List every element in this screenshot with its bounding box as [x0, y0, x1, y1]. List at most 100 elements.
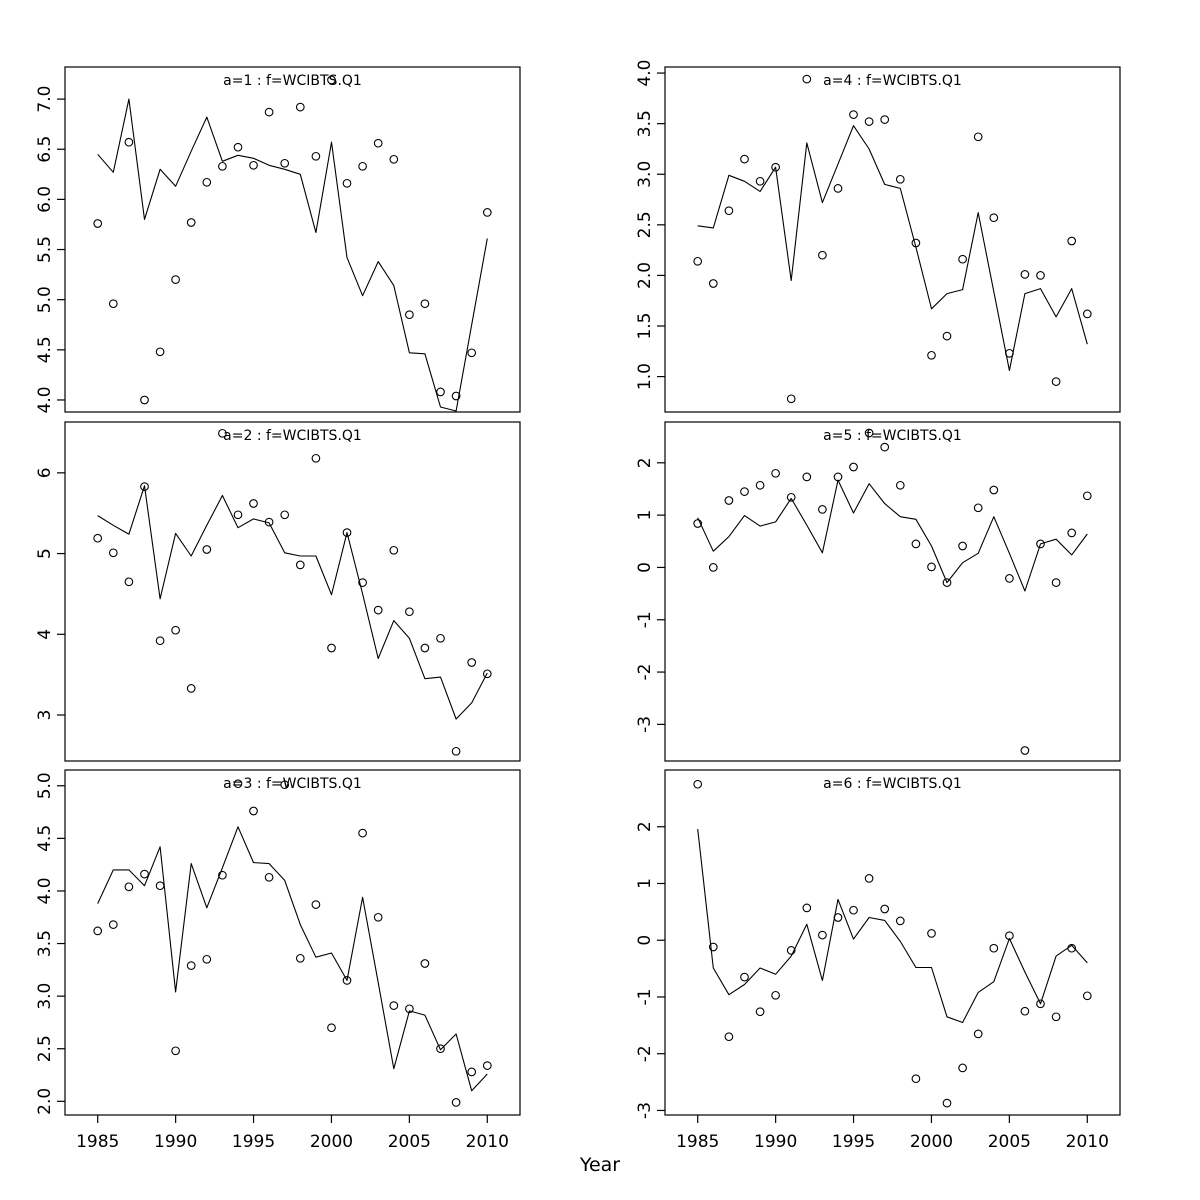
- obs-point: [693, 256, 703, 266]
- obs-point: [708, 942, 718, 952]
- y-tick-label: 4.0: [635, 60, 655, 87]
- panel-frame: [664, 66, 1121, 413]
- obs-point: [482, 208, 492, 217]
- obs-point: [802, 903, 812, 913]
- obs-point: [186, 961, 196, 970]
- fit-line: [97, 826, 488, 1092]
- obs-point: [895, 480, 905, 490]
- obs-point: [724, 1032, 734, 1042]
- y-tick-label: 3.0: [635, 161, 655, 188]
- obs-point: [171, 625, 180, 635]
- y-tick-label: 5: [35, 548, 55, 559]
- obs-point: [186, 218, 196, 227]
- obs-point: [818, 505, 827, 514]
- y-tick-label: -2: [635, 664, 655, 681]
- obs-point: [1067, 236, 1077, 246]
- obs-point: [249, 160, 258, 170]
- x-tick-label: 1995: [832, 1132, 875, 1152]
- obs-point: [280, 510, 290, 520]
- obs-point: [771, 990, 780, 1000]
- obs-point: [724, 206, 734, 216]
- obs-point: [264, 872, 274, 882]
- obs-point: [467, 658, 477, 667]
- obs-point: [171, 275, 180, 284]
- x-tick-label: 2000: [910, 1132, 953, 1152]
- obs-point: [1020, 270, 1030, 279]
- obs-point: [124, 137, 134, 147]
- obs-point: [973, 503, 983, 513]
- y-tick-label: 1.0: [635, 363, 655, 390]
- y-tick-label: 3.5: [635, 110, 655, 137]
- x-tick-label: 2010: [466, 1132, 509, 1152]
- panel-title: a=5 : f=WCIBTS.Q1: [823, 428, 962, 444]
- obs-point: [140, 395, 149, 405]
- obs-point: [373, 138, 383, 148]
- obs-point: [740, 972, 749, 982]
- panel-frame: [64, 769, 521, 1116]
- obs-point: [327, 75, 336, 85]
- obs-point: [973, 1029, 983, 1039]
- obs-point: [342, 178, 352, 188]
- obs-point: [818, 250, 827, 260]
- obs-point: [108, 548, 118, 558]
- obs-point: [1082, 491, 1092, 501]
- y-tick-label: 6.0: [35, 186, 55, 213]
- obs-point: [342, 976, 352, 985]
- y-tick-label: 4: [35, 629, 55, 640]
- obs-point: [833, 472, 843, 482]
- panel-frame: [664, 769, 1121, 1116]
- obs-point: [755, 1007, 765, 1017]
- y-tick-label: -2: [635, 1045, 655, 1062]
- y-tick-label: 4.5: [35, 336, 55, 363]
- obs-point: [264, 107, 274, 117]
- obs-point: [693, 519, 703, 528]
- obs-point: [864, 874, 874, 883]
- obs-point: [1051, 377, 1061, 386]
- obs-point: [1020, 1006, 1030, 1016]
- obs-point: [1036, 271, 1045, 280]
- obs-point: [864, 117, 874, 126]
- obs-point: [436, 387, 445, 397]
- panel-title: a=1 : f=WCIBTS.Q1: [223, 73, 362, 89]
- y-tick-label: -1: [635, 611, 655, 628]
- obs-point: [202, 545, 212, 554]
- obs-point: [482, 1061, 492, 1070]
- y-tick-label: 5.0: [35, 772, 55, 799]
- obs-point: [420, 299, 430, 309]
- y-tick-label: 4.5: [35, 825, 55, 852]
- obs-point: [358, 828, 367, 838]
- obs-point: [389, 545, 399, 555]
- obs-point: [405, 310, 414, 320]
- y-tick-label: 2.5: [35, 1035, 55, 1062]
- obs-point: [802, 74, 812, 84]
- obs-point: [973, 132, 983, 142]
- obs-point: [155, 881, 165, 891]
- obs-point: [451, 746, 461, 756]
- obs-point: [342, 528, 352, 537]
- x-tick-label: 2005: [988, 1132, 1031, 1152]
- y-tick-label: 3.5: [35, 930, 55, 957]
- x-tick-label: 1985: [76, 1132, 119, 1152]
- y-tick-label: 7.0: [35, 86, 55, 113]
- obs-point: [942, 331, 952, 341]
- obs-point: [451, 391, 461, 401]
- obs-point: [124, 882, 134, 892]
- obs-point: [280, 158, 290, 168]
- obs-point: [93, 219, 103, 228]
- y-tick-label: 5.0: [35, 286, 55, 313]
- obs-point: [140, 869, 149, 879]
- obs-point: [451, 1098, 461, 1107]
- obs-point: [233, 779, 243, 789]
- obs-point: [942, 1098, 952, 1108]
- obs-point: [233, 142, 243, 152]
- obs-point: [202, 954, 212, 964]
- obs-point: [693, 779, 703, 789]
- obs-point: [405, 607, 414, 617]
- obs-point: [389, 154, 399, 164]
- obs-point: [958, 254, 967, 264]
- obs-point: [311, 900, 321, 909]
- obs-point: [249, 499, 258, 508]
- obs-point: [818, 930, 827, 940]
- y-tick-label: -1: [635, 988, 655, 1005]
